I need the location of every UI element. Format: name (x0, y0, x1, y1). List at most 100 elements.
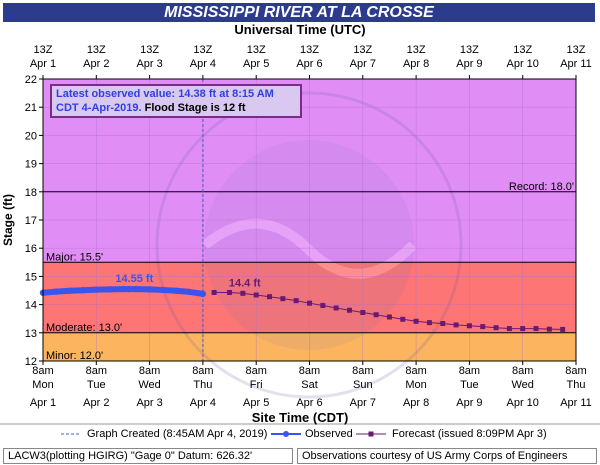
y-axis-label: Stage (ft) (1, 194, 15, 246)
y-tick-label: 15 (25, 271, 37, 283)
chart-title: MISSISSIPPI RIVER AT LA CROSSE (164, 4, 434, 21)
bottom-tick-label-day: Sun (353, 379, 373, 391)
observed-point (126, 285, 133, 293)
observed-point (93, 286, 100, 293)
top-tick-label-hour: 13Z (34, 44, 53, 56)
observed-point (79, 287, 87, 294)
legend: Graph Created (8:45AM Apr 4, 2019) Obser… (0, 426, 600, 442)
bottom-tick-label-day: Tue (87, 379, 106, 391)
bottom-tick-label-day: Mon (405, 379, 426, 391)
forecast-point (386, 314, 392, 320)
forecast-point (533, 326, 539, 332)
bottom-tick-label-time: 8am (299, 365, 320, 377)
bottom-tick-label-day: Sat (301, 379, 318, 391)
forecast-point (346, 307, 352, 313)
bottom-tick-label-date: Apr 9 (456, 397, 482, 409)
top-tick-label-date: Apr 1 (30, 58, 56, 70)
y-tick-label: 19 (25, 159, 37, 171)
top-tick-label-date: Apr 9 (456, 58, 482, 70)
bottom-tick-label-time: 8am (32, 365, 53, 377)
y-tick-label: 18 (25, 187, 37, 199)
bottom-tick-label-date: Apr 5 (243, 397, 269, 409)
bottom-tick-label-date: Apr 3 (136, 397, 162, 409)
bottom-tick-label-day: Thu (567, 379, 586, 391)
threshold-label-moderate: Moderate: 13.0' (46, 322, 122, 334)
forecast-point (227, 289, 233, 295)
forecast-point (280, 296, 286, 302)
forecast-point (440, 320, 446, 326)
flood-stage-text: Flood Stage is 12 ft (144, 102, 246, 114)
data-label-forecast: 14.4 ft (229, 277, 261, 289)
observed-point (199, 290, 207, 298)
y-tick-label: 17 (25, 215, 37, 227)
bottom-tick-label-time: 8am (192, 365, 213, 377)
forecast-point (360, 309, 366, 315)
top-tick-label-hour: 13Z (567, 44, 586, 56)
top-tick-label-hour: 13Z (353, 44, 372, 56)
credits-footer: Observations courtesy of US Army Corps o… (297, 448, 597, 464)
threshold-label-major: Major: 15.5' (46, 251, 103, 263)
forecast-legend-icon (356, 431, 386, 437)
bottom-tick-label-date: Apr 4 (190, 397, 216, 409)
legend-forecast: Forecast (issued 8:09PM Apr 3) (392, 428, 547, 440)
top-tick-label-date: Apr 11 (560, 58, 592, 70)
threshold-lines: Record: 18.0' Major: 15.5' Moderate: 13.0'… (43, 181, 576, 362)
forecast-point (400, 316, 406, 322)
series: 14.55 ft 14.4 ft (39, 79, 566, 361)
bottom-tick-label-time: 8am (565, 365, 586, 377)
legend-graph-created: Graph Created (8:45AM Apr 4, 2019) (87, 428, 268, 440)
bottom-tick-label-time: 8am (352, 365, 373, 377)
top-tick-label-date: Apr 3 (136, 58, 162, 70)
forecast-point (373, 312, 379, 318)
threshold-label-record: Record: 18.0' (509, 181, 574, 193)
y-tick-label: 21 (25, 102, 37, 114)
forecast-point (267, 294, 273, 300)
data-label-observed: 14.55 ft (115, 273, 153, 285)
observed-point (146, 286, 153, 293)
observed-point (133, 285, 140, 293)
top-tick-label-date: Apr 6 (296, 58, 322, 70)
forecast-point (466, 323, 472, 329)
graph-created-legend-icon (61, 433, 81, 435)
bottom-tick-label-date: Apr 8 (403, 397, 429, 409)
forecast-point (307, 300, 312, 306)
observed-legend-icon (271, 431, 301, 437)
y-tick-label: 20 (25, 130, 37, 142)
forecast-point (240, 290, 246, 296)
bottom-tick-label-time: 8am (405, 365, 426, 377)
top-tick-label-hour: 13Z (87, 44, 106, 56)
forecast-point (520, 326, 526, 332)
observed-point (173, 287, 180, 294)
bottom-tick-label-day: Fri (250, 379, 263, 391)
top-axis-title: Universal Time (UTC) (234, 22, 366, 37)
observation-line-2-date: CDT 4-Apr-2019. (56, 102, 142, 114)
bottom-tick-label-day: Wed (138, 379, 160, 391)
forecast-point (480, 324, 486, 330)
forecast-point (333, 305, 339, 311)
top-tick-label-hour: 13Z (300, 44, 319, 56)
top-tick-label-date: Apr 4 (190, 58, 216, 70)
y-tick-label: 13 (25, 328, 37, 340)
axes: 12 13 14 15 16 17 18 19 20 21 22 Stage (ft) 13Z Apr 1… (0, 44, 600, 425)
y-tick-label: 14 (25, 300, 37, 312)
top-tick-label-hour: 13Z (407, 44, 426, 56)
top-tick-label-hour: 13Z (140, 44, 159, 56)
observed-point (159, 286, 167, 294)
top-tick-label-date: Apr 5 (243, 58, 269, 70)
bottom-tick-label-date: Apr 7 (350, 397, 376, 409)
latest-observation-box: Latest observed value: 14.38 ft at 8:15 … (50, 84, 302, 118)
observation-line-1: Latest observed value: 14.38 ft at 8:15 … (56, 88, 274, 100)
top-tick-label-hour: 13Z (513, 44, 532, 56)
observed-point (53, 288, 60, 295)
bottom-tick-label-time: 8am (139, 365, 160, 377)
threshold-label-minor: Minor: 12.0' (46, 350, 103, 362)
top-tick-label-hour: 13Z (193, 44, 212, 56)
y-tick-label: 12 (25, 356, 37, 368)
observed-point (119, 285, 127, 293)
forecast-point (211, 289, 217, 295)
bottom-tick-label-date: Apr 6 (296, 397, 322, 409)
bottom-tick-label-date: Apr 11 (560, 397, 592, 409)
bottom-tick-label-day: Wed (511, 379, 533, 391)
forecast-point (413, 318, 419, 324)
